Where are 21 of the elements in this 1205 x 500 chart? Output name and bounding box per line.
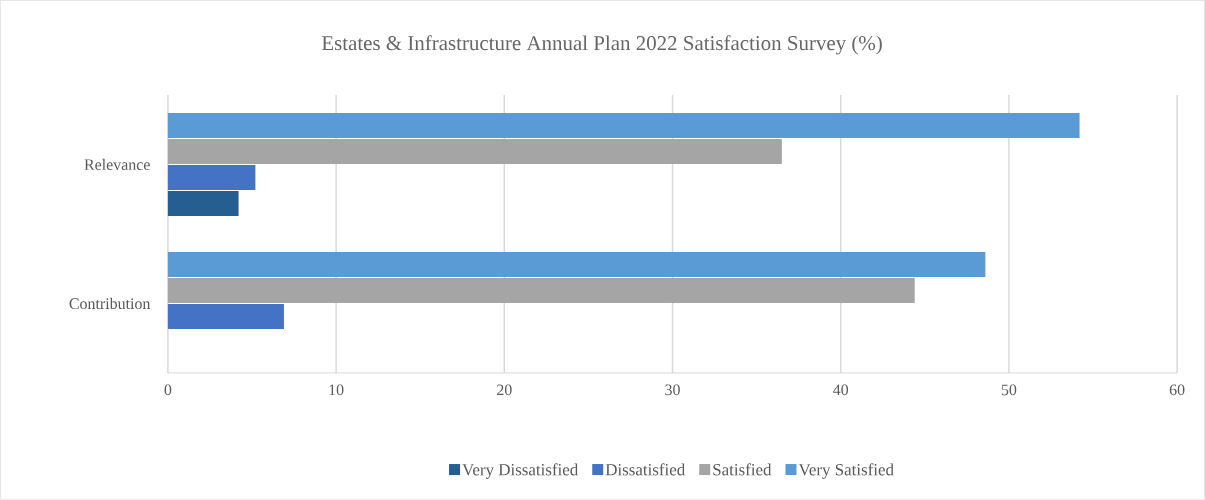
bar: [167, 304, 284, 330]
x-tick-label: 0: [164, 384, 172, 396]
bar: [167, 278, 915, 304]
x-tick-label: 60: [1169, 384, 1185, 396]
x-tick-label: 10: [329, 384, 344, 396]
y-tick-label: Relevance: [84, 158, 150, 171]
bar: [167, 112, 1080, 138]
bar: [167, 252, 986, 277]
bar: [167, 190, 239, 216]
bar: [167, 164, 256, 190]
x-tick-label: 50: [1001, 384, 1017, 396]
legend-label: Very Satisfied: [798, 463, 894, 479]
x-tick-label: 30: [665, 384, 680, 396]
x-tick-label: 20: [497, 384, 512, 396]
y-tick-label: Contribution: [69, 297, 151, 310]
x-tick-label: 40: [833, 384, 849, 396]
legend-label: Satisfied: [713, 463, 772, 476]
legend-label: Very Dissatisfied: [462, 463, 579, 479]
legend-label: Dissatisfied: [605, 463, 686, 476]
bar: [167, 138, 782, 164]
chart-title: Estates & Infrastructure Annual Plan 2022 Satisfaction Survey (%): [321, 35, 882, 55]
